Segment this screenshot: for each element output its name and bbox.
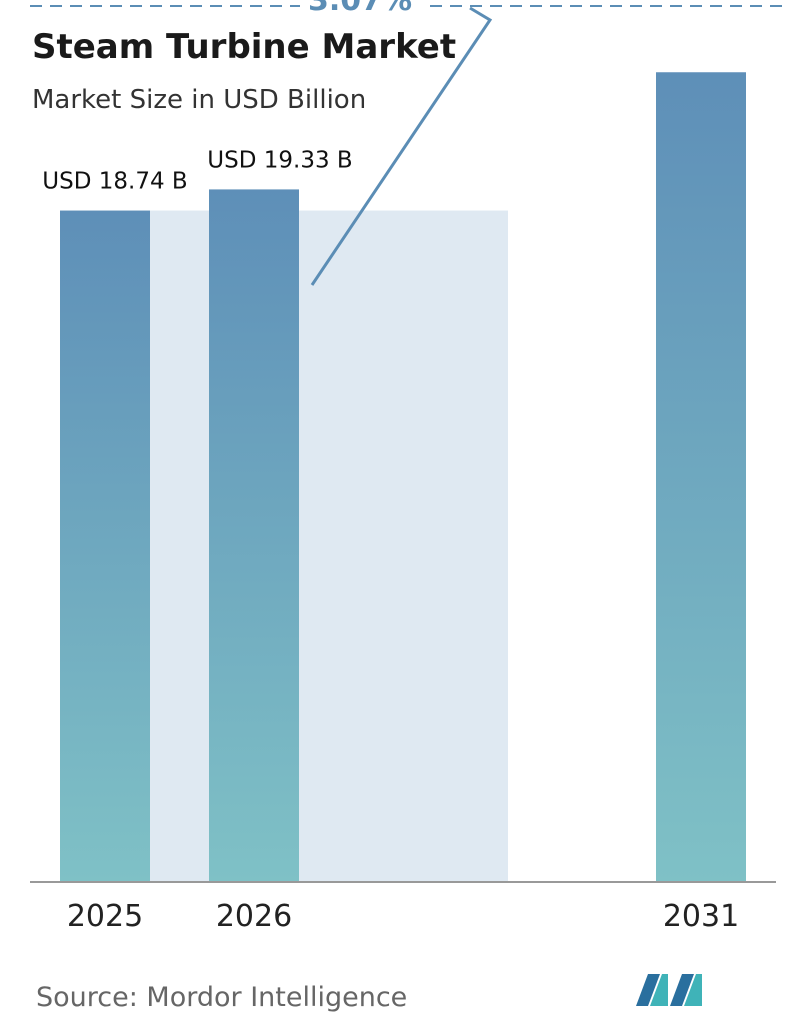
- chart-subtitle: Market Size in USD Billion: [32, 85, 366, 115]
- mordor-intelligence-logo-icon: [636, 974, 702, 1006]
- data-label-2026: USD 19.33 B: [207, 147, 352, 173]
- x-tick-label-2025: 2025: [67, 899, 143, 934]
- source-text: Source: Mordor Intelligence: [36, 982, 407, 1013]
- x-tick-labels-group: 2025 2026 2031: [67, 899, 739, 934]
- bar-2025: [60, 210, 150, 882]
- bar-2026: [209, 189, 299, 882]
- x-tick-label-2026: 2026: [216, 899, 292, 934]
- chart-title: Steam Turbine Market: [32, 27, 456, 67]
- cagr-label-bg: [300, 0, 430, 14]
- bar-2031: [656, 72, 746, 882]
- data-label-2025: USD 18.74 B: [42, 169, 187, 195]
- x-tick-label-2031: 2031: [663, 899, 739, 934]
- bars-group: [60, 72, 746, 882]
- cagr-label: 3.07%: [308, 0, 412, 18]
- data-labels-group: USD 18.74 B USD 19.33 B: [42, 147, 352, 194]
- cagr-trend-line: [310, 6, 493, 286]
